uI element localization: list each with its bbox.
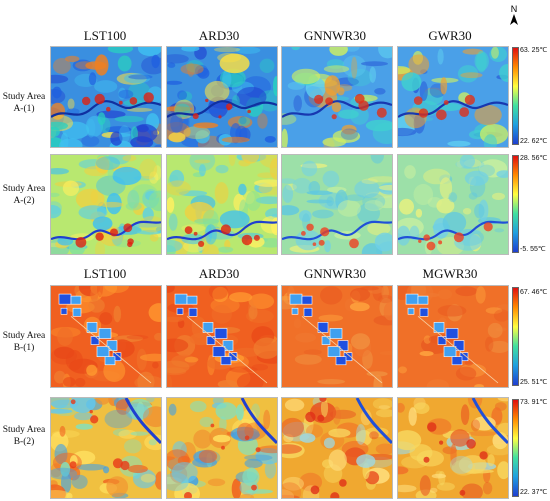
map-panel-b1 [397,285,509,388]
colorbar-a1 [512,47,519,145]
header-a-col3: GNNWR30 [303,28,367,43]
header-a-col4: GWR30 [428,28,472,43]
map-panel-a2 [397,154,509,255]
map-panel-a1 [50,46,162,148]
north-arrow-icon: N [505,4,523,26]
map-panel-b2 [50,397,162,499]
colorbar-max-b1: 67. 46℃ [520,289,548,296]
north-label: N [511,4,518,14]
row-label-a1: Study Area A-(1) [2,92,46,114]
map-panel-b2 [166,397,278,499]
map-panel-b1 [281,285,393,388]
map-panel-b1 [166,285,278,388]
colorbar-b1 [512,287,519,386]
colorbar-max-b2: 73. 91℃ [520,399,548,406]
row-label-b2: Study Area B-(2) [2,425,46,447]
colorbar-min-a1: 22. 62℃ [520,138,548,145]
colorbar-max-a1: 63. 25℃ [520,47,548,54]
row-label-a2: Study Area A-(2) [2,184,46,206]
map-panel-b2 [397,397,509,499]
map-panel-a1 [166,46,278,148]
colorbar-max-a2: 28. 56℃ [520,155,548,162]
header-b-col2: ARD30 [198,266,240,281]
colorbar-min-b2: 22. 37℃ [520,489,548,496]
map-panel-b1 [50,285,162,388]
map-panel-a1 [281,46,393,148]
header-b-col1: LST100 [83,266,127,281]
header-b-col3: GNNWR30 [303,266,367,281]
map-panel-b2 [281,397,393,499]
map-panel-a2 [166,154,278,255]
colorbar-min-b1: 25. 51℃ [520,379,548,386]
header-b-col4: MGWR30 [422,266,478,281]
colorbar-a2 [512,155,519,253]
map-panel-a2 [50,154,162,255]
map-panel-a2 [281,154,393,255]
colorbar-min-a2: -5. 55℃ [520,246,546,253]
header-a-col1: LST100 [83,28,127,43]
colorbar-b2 [512,399,519,497]
map-panel-a1 [397,46,509,148]
header-a-col2: ARD30 [198,28,240,43]
row-label-b1: Study Area B-(1) [2,331,46,353]
